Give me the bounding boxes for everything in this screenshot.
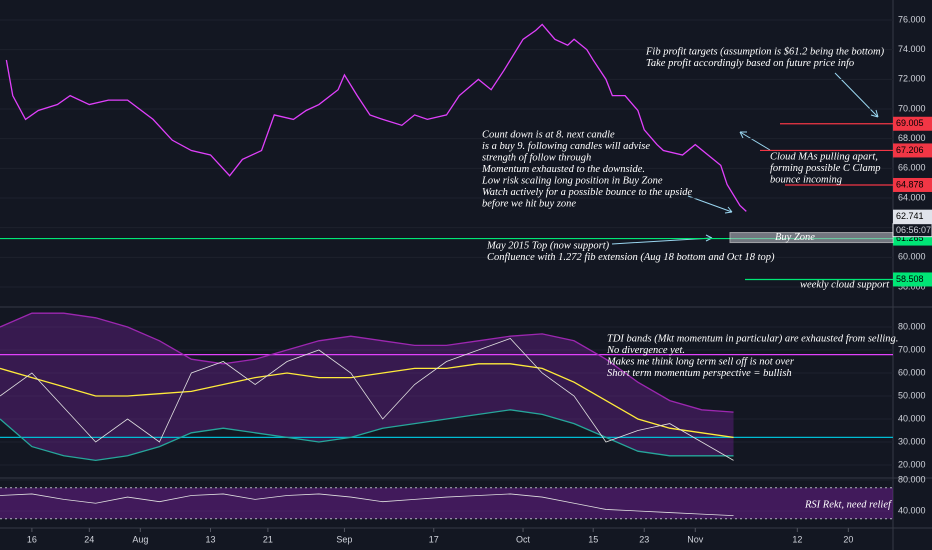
series-line	[0, 312, 734, 413]
annotation: Fib profit targets (assumption is $61.2 …	[645, 46, 885, 57]
price-tag-label: 64.878	[896, 179, 924, 189]
y-tick-label: 64.000	[898, 192, 926, 202]
current-price-tag	[893, 209, 932, 224]
annotation: No divergence yet.	[606, 345, 685, 356]
annotation: Momentum exhausted to the downside.	[481, 164, 645, 175]
y-tick-label: 40.000	[898, 413, 926, 423]
price-tag	[893, 177, 932, 192]
annotation: forming possible C Clamp	[770, 163, 881, 174]
y-tick-label: 70.000	[898, 103, 926, 113]
series-line	[0, 338, 734, 461]
price-tag-label: 61.265	[896, 233, 924, 243]
annotation: Take profit accordingly based on future …	[646, 58, 854, 69]
volatility-band	[0, 313, 734, 461]
series-line	[0, 363, 734, 439]
countdown-label: 06:56:07	[896, 225, 931, 235]
price-tag-label: 67.206	[896, 145, 924, 155]
series-line	[0, 493, 734, 517]
x-tick-label: 24	[84, 534, 94, 544]
annotation: before we hit buy zone	[482, 198, 576, 209]
annotation: bounce incoming	[770, 174, 842, 185]
annotation: Makes me think long term sell off is not…	[606, 356, 795, 367]
y-tick-label: 50.000	[898, 390, 926, 400]
y-tick-label: 72.000	[898, 74, 926, 84]
annotation: May 2015 Top (now support)	[486, 240, 610, 251]
y-tick-label: 70.000	[898, 344, 926, 354]
price-tag-label: 69.005	[896, 118, 924, 128]
series-line	[5, 23, 747, 212]
y-tick-label: 66.000	[898, 163, 926, 173]
buy-zone-label: Buy Zone	[775, 232, 815, 243]
countdown-tag	[892, 223, 932, 238]
y-tick-label: 76.000	[898, 14, 926, 24]
x-tick-label: Oct	[516, 534, 531, 544]
x-tick-label: 17	[429, 534, 439, 544]
price-tag	[893, 272, 932, 287]
y-tick-label: 80.000	[898, 474, 926, 484]
buy-zone	[729, 232, 894, 244]
current-price-label: 62.741	[896, 211, 924, 221]
annotation: is a buy 9. following candles will advis…	[482, 141, 650, 152]
annotation: TDI bands (Mkt momentum in particular) a…	[607, 333, 898, 344]
annotation: Short term momentum perspective = bullis…	[607, 368, 792, 379]
x-tick-label: Nov	[687, 534, 704, 544]
price-tag	[893, 116, 932, 131]
annotation: RSI Rekt, need relief	[804, 499, 893, 510]
x-tick-label: 20	[843, 534, 853, 544]
x-tick-label: Sep	[336, 534, 352, 544]
x-tick-label: 23	[639, 534, 649, 544]
annotation: Low risk scaling long position in Buy Zo…	[481, 175, 663, 186]
x-tick-label: 15	[588, 534, 598, 544]
y-tick-label: 30.000	[898, 436, 926, 446]
price-tag-label: 58.508	[896, 274, 924, 284]
y-tick-label: 74.000	[898, 44, 926, 54]
annotation: weekly cloud support	[800, 279, 890, 290]
annotation: Count down is at 8. next candle	[482, 129, 615, 140]
y-tick-label: 80.000	[898, 321, 926, 331]
x-tick-label: 13	[205, 534, 215, 544]
y-tick-label: 60.000	[898, 252, 926, 262]
x-tick-label: Aug	[132, 534, 148, 544]
annotation: Confluence with 1.272 fib extension (Aug…	[487, 252, 775, 263]
x-tick-label: 16	[27, 534, 37, 544]
y-tick-label: 40.000	[898, 505, 926, 515]
x-tick-label: 21	[263, 534, 273, 544]
y-tick-label: 20.000	[898, 459, 926, 469]
annotation: strength of follow through	[482, 152, 591, 163]
price-tag	[893, 143, 932, 158]
annotation: Watch actively for a possible bounce to …	[482, 187, 692, 198]
rsi-band	[0, 487, 893, 519]
y-tick-label: 60.000	[898, 367, 926, 377]
x-tick-label: 12	[792, 534, 802, 544]
annotation: Cloud MAs pulling apart,	[770, 151, 878, 162]
y-tick-label: 68.000	[898, 133, 926, 143]
